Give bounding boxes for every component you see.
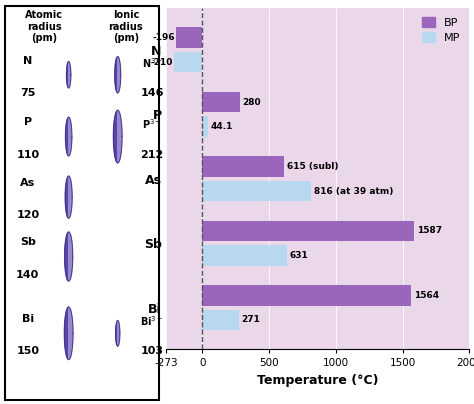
Bar [202, 156, 284, 177]
Legend: BP, MP: BP, MP [419, 14, 464, 46]
Bar [202, 285, 411, 306]
Polygon shape [69, 117, 72, 156]
Bar [202, 221, 414, 241]
Polygon shape [65, 117, 69, 156]
Text: Bi$^{3+}$: Bi$^{3+}$ [140, 314, 164, 328]
Polygon shape [118, 320, 120, 346]
Text: N$^{3-}$: N$^{3-}$ [142, 56, 163, 69]
Bar [202, 181, 311, 201]
Text: N: N [23, 56, 32, 65]
Text: 103: 103 [141, 347, 164, 356]
Polygon shape [118, 57, 121, 93]
Text: Ionic
radius
(pm): Ionic radius (pm) [109, 10, 143, 43]
Text: 1564: 1564 [414, 291, 439, 300]
Text: 1587: 1587 [417, 227, 442, 236]
Polygon shape [115, 57, 118, 93]
Text: 271: 271 [241, 316, 260, 324]
Text: 150: 150 [16, 347, 39, 356]
Bar [202, 116, 208, 137]
Text: 280: 280 [242, 98, 261, 107]
Text: 44.1: 44.1 [211, 122, 233, 131]
Text: 146: 146 [140, 88, 164, 98]
Text: 816 (at 39 atm): 816 (at 39 atm) [314, 187, 393, 196]
Bar [202, 245, 287, 266]
Text: 75: 75 [20, 88, 36, 98]
Bar [202, 92, 240, 112]
Text: Sb: Sb [20, 238, 36, 247]
Text: 140: 140 [16, 270, 39, 280]
Polygon shape [66, 61, 69, 88]
Polygon shape [69, 232, 73, 281]
Polygon shape [69, 307, 73, 360]
Polygon shape [64, 232, 69, 281]
Polygon shape [65, 176, 69, 218]
Text: Atomic
radius
(pm): Atomic radius (pm) [25, 10, 63, 43]
Bar [202, 309, 238, 330]
Text: -210: -210 [151, 58, 173, 67]
Polygon shape [69, 176, 72, 218]
Polygon shape [116, 320, 118, 346]
Bar [176, 27, 202, 48]
Text: P: P [24, 118, 32, 127]
Text: P$^{3-}$: P$^{3-}$ [142, 118, 162, 131]
Text: As: As [20, 178, 36, 188]
Text: 110: 110 [16, 150, 39, 160]
X-axis label: Temperature (°C): Temperature (°C) [257, 374, 378, 387]
Text: 615 (subl): 615 (subl) [287, 162, 338, 171]
Polygon shape [113, 110, 118, 163]
Text: 631: 631 [289, 251, 308, 260]
Polygon shape [69, 61, 71, 88]
Polygon shape [118, 110, 122, 163]
Bar [174, 52, 202, 72]
Text: 212: 212 [140, 150, 164, 160]
Text: Bi: Bi [22, 314, 34, 324]
Polygon shape [64, 307, 69, 360]
Text: -196: -196 [153, 33, 175, 42]
Text: 120: 120 [16, 210, 39, 220]
